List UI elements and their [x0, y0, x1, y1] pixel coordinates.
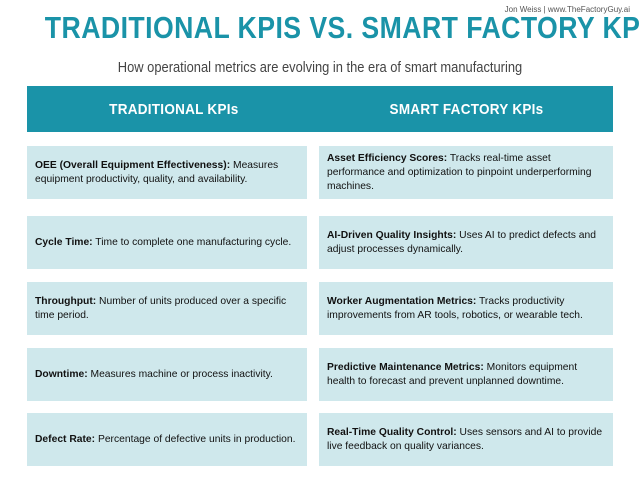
- page-title: TRADITIONAL KPIS VS. SMART FACTORY KPIS: [44, 10, 640, 45]
- kpi-term: OEE (Overall Equipment Effectiveness):: [35, 159, 231, 171]
- kpi-card-text: Real-Time Quality Control: Uses sensors …: [327, 426, 604, 454]
- kpi-card-asset-efficiency: Asset Efficiency Scores: Tracks real-tim…: [319, 146, 613, 199]
- kpi-description: Tracks real-time asset performance and o…: [327, 152, 592, 192]
- kpi-description: Measures machine or process inactivity.: [87, 368, 273, 380]
- kpi-card-text: Cycle Time: Time to complete one manufac…: [35, 236, 291, 250]
- kpi-card-text: Throughput: Number of units produced ove…: [35, 295, 298, 323]
- kpi-description: Percentage of defective units in product…: [95, 433, 296, 445]
- kpi-description: Number of units produced over a specific…: [35, 295, 287, 321]
- kpi-description: Tracks productivity improvements from AR…: [327, 295, 583, 321]
- kpi-card-text: Predictive Maintenance Metrics: Monitors…: [327, 361, 604, 389]
- traditional-kpis-column: TRADITIONAL KPIs OEE (Overall Equipment …: [27, 86, 321, 466]
- smart-factory-kpis-column: SMART FACTORY KPIs Asset Efficiency Scor…: [319, 86, 613, 466]
- kpi-description: Time to complete one manufacturing cycle…: [92, 236, 292, 248]
- kpi-card-text: Worker Augmentation Metrics: Tracks prod…: [327, 295, 604, 323]
- kpi-card-text: AI-Driven Quality Insights: Uses AI to p…: [327, 229, 604, 257]
- kpi-card-downtime: Downtime: Measures machine or process in…: [27, 348, 307, 401]
- kpi-card-text: Asset Efficiency Scores: Tracks real-tim…: [327, 152, 604, 194]
- author-credit: Jon Weiss | www.TheFactoryGuy.ai: [504, 5, 630, 14]
- page-subtitle: How operational metrics are evolving in …: [117, 59, 523, 76]
- kpi-term: AI-Driven Quality Insights:: [327, 229, 457, 241]
- kpi-card-cycle-time: Cycle Time: Time to complete one manufac…: [27, 216, 307, 269]
- smart-factory-kpis-header: SMART FACTORY KPIs: [319, 86, 613, 132]
- kpi-term: Real-Time Quality Control:: [327, 426, 457, 438]
- kpi-term: Worker Augmentation Metrics:: [327, 295, 477, 307]
- kpi-card-predictive-maintenance: Predictive Maintenance Metrics: Monitors…: [319, 348, 613, 401]
- kpi-description: Monitors equipment health to forecast an…: [327, 361, 578, 387]
- kpi-description: Uses sensors and AI to provide live feed…: [327, 426, 603, 452]
- kpi-card-text: OEE (Overall Equipment Effectiveness): M…: [35, 159, 298, 187]
- kpi-term: Throughput:: [35, 295, 97, 307]
- kpi-card-text: Defect Rate: Percentage of defective uni…: [35, 433, 295, 447]
- kpi-card-text: Downtime: Measures machine or process in…: [35, 368, 273, 382]
- traditional-kpis-header: TRADITIONAL KPIs: [27, 86, 321, 132]
- kpi-term: Defect Rate:: [35, 433, 96, 445]
- kpi-description: Measures equipment productivity, quality…: [35, 159, 279, 185]
- kpi-card-real-time-quality: Real-Time Quality Control: Uses sensors …: [319, 413, 613, 466]
- kpi-card-ai-quality: AI-Driven Quality Insights: Uses AI to p…: [319, 216, 613, 269]
- smart-factory-kpis-header-label: SMART FACTORY KPIs: [389, 100, 543, 118]
- kpi-card-worker-augmentation: Worker Augmentation Metrics: Tracks prod…: [319, 282, 613, 335]
- kpi-term: Cycle Time:: [35, 236, 93, 248]
- kpi-card-throughput: Throughput: Number of units produced ove…: [27, 282, 307, 335]
- kpi-description: Uses AI to predict defects and adjust pr…: [327, 229, 596, 255]
- kpi-term: Asset Efficiency Scores:: [327, 152, 448, 164]
- traditional-kpis-header-label: TRADITIONAL KPIs: [109, 100, 239, 118]
- kpi-card-defect-rate: Defect Rate: Percentage of defective uni…: [27, 413, 307, 466]
- kpi-card-oee: OEE (Overall Equipment Effectiveness): M…: [27, 146, 307, 199]
- kpi-term: Predictive Maintenance Metrics:: [327, 361, 484, 373]
- kpi-term: Downtime:: [35, 368, 88, 380]
